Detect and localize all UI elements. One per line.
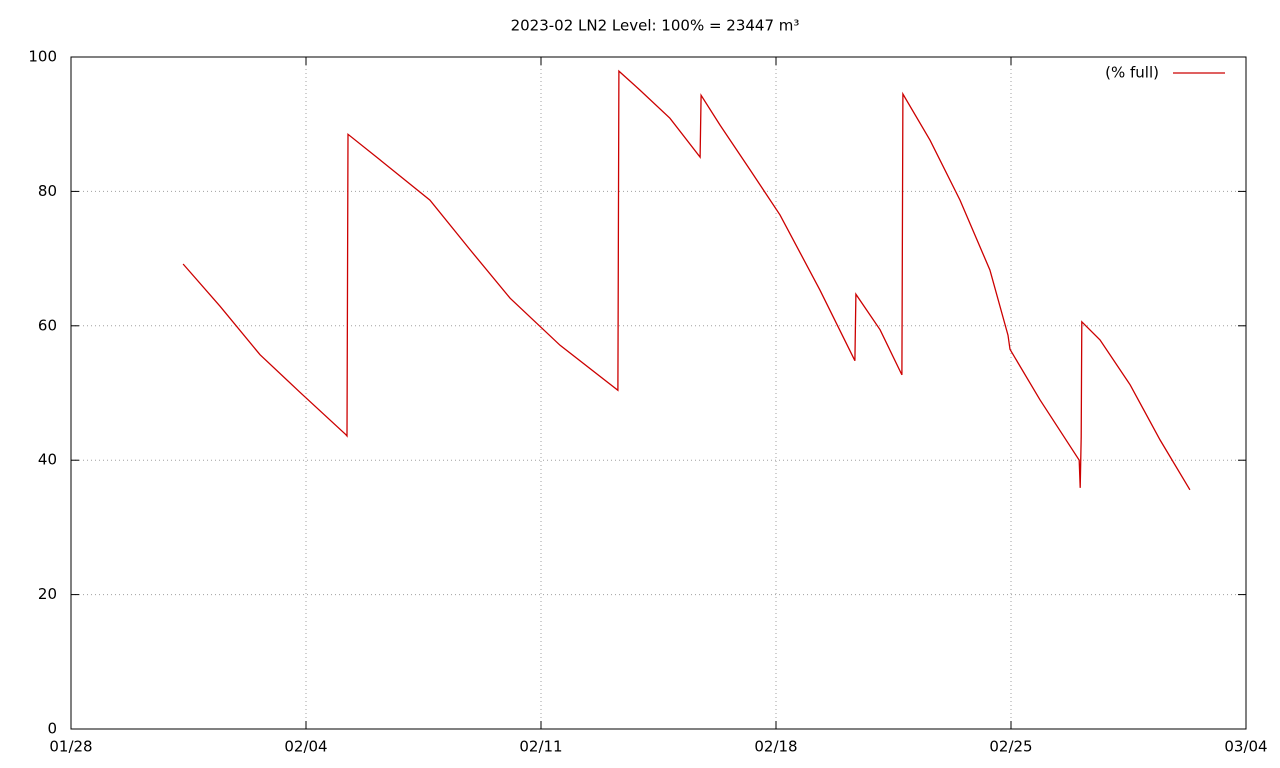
y-tick-label: 60 [38,316,57,334]
chart-title: 2023-02 LN2 Level: 100% = 23447 m³ [511,17,800,35]
legend-label: (% full) [1105,64,1159,82]
x-tick-label: 03/04 [1224,738,1267,756]
plot-frame [70,56,1247,730]
y-tick-label: 80 [38,182,57,200]
data-line [182,69,1191,491]
y-tick-label: 0 [47,720,57,738]
x-tick-label: 02/11 [519,738,562,756]
x-tick-label: 02/04 [284,738,327,756]
y-tick-label: 20 [38,585,57,603]
x-tick-label: 02/25 [989,738,1032,756]
y-tick-label: 100 [28,48,57,66]
y-tick-label: 40 [38,451,57,469]
x-tick-label: 02/18 [754,738,797,756]
x-tick-label: 01/28 [49,738,92,756]
